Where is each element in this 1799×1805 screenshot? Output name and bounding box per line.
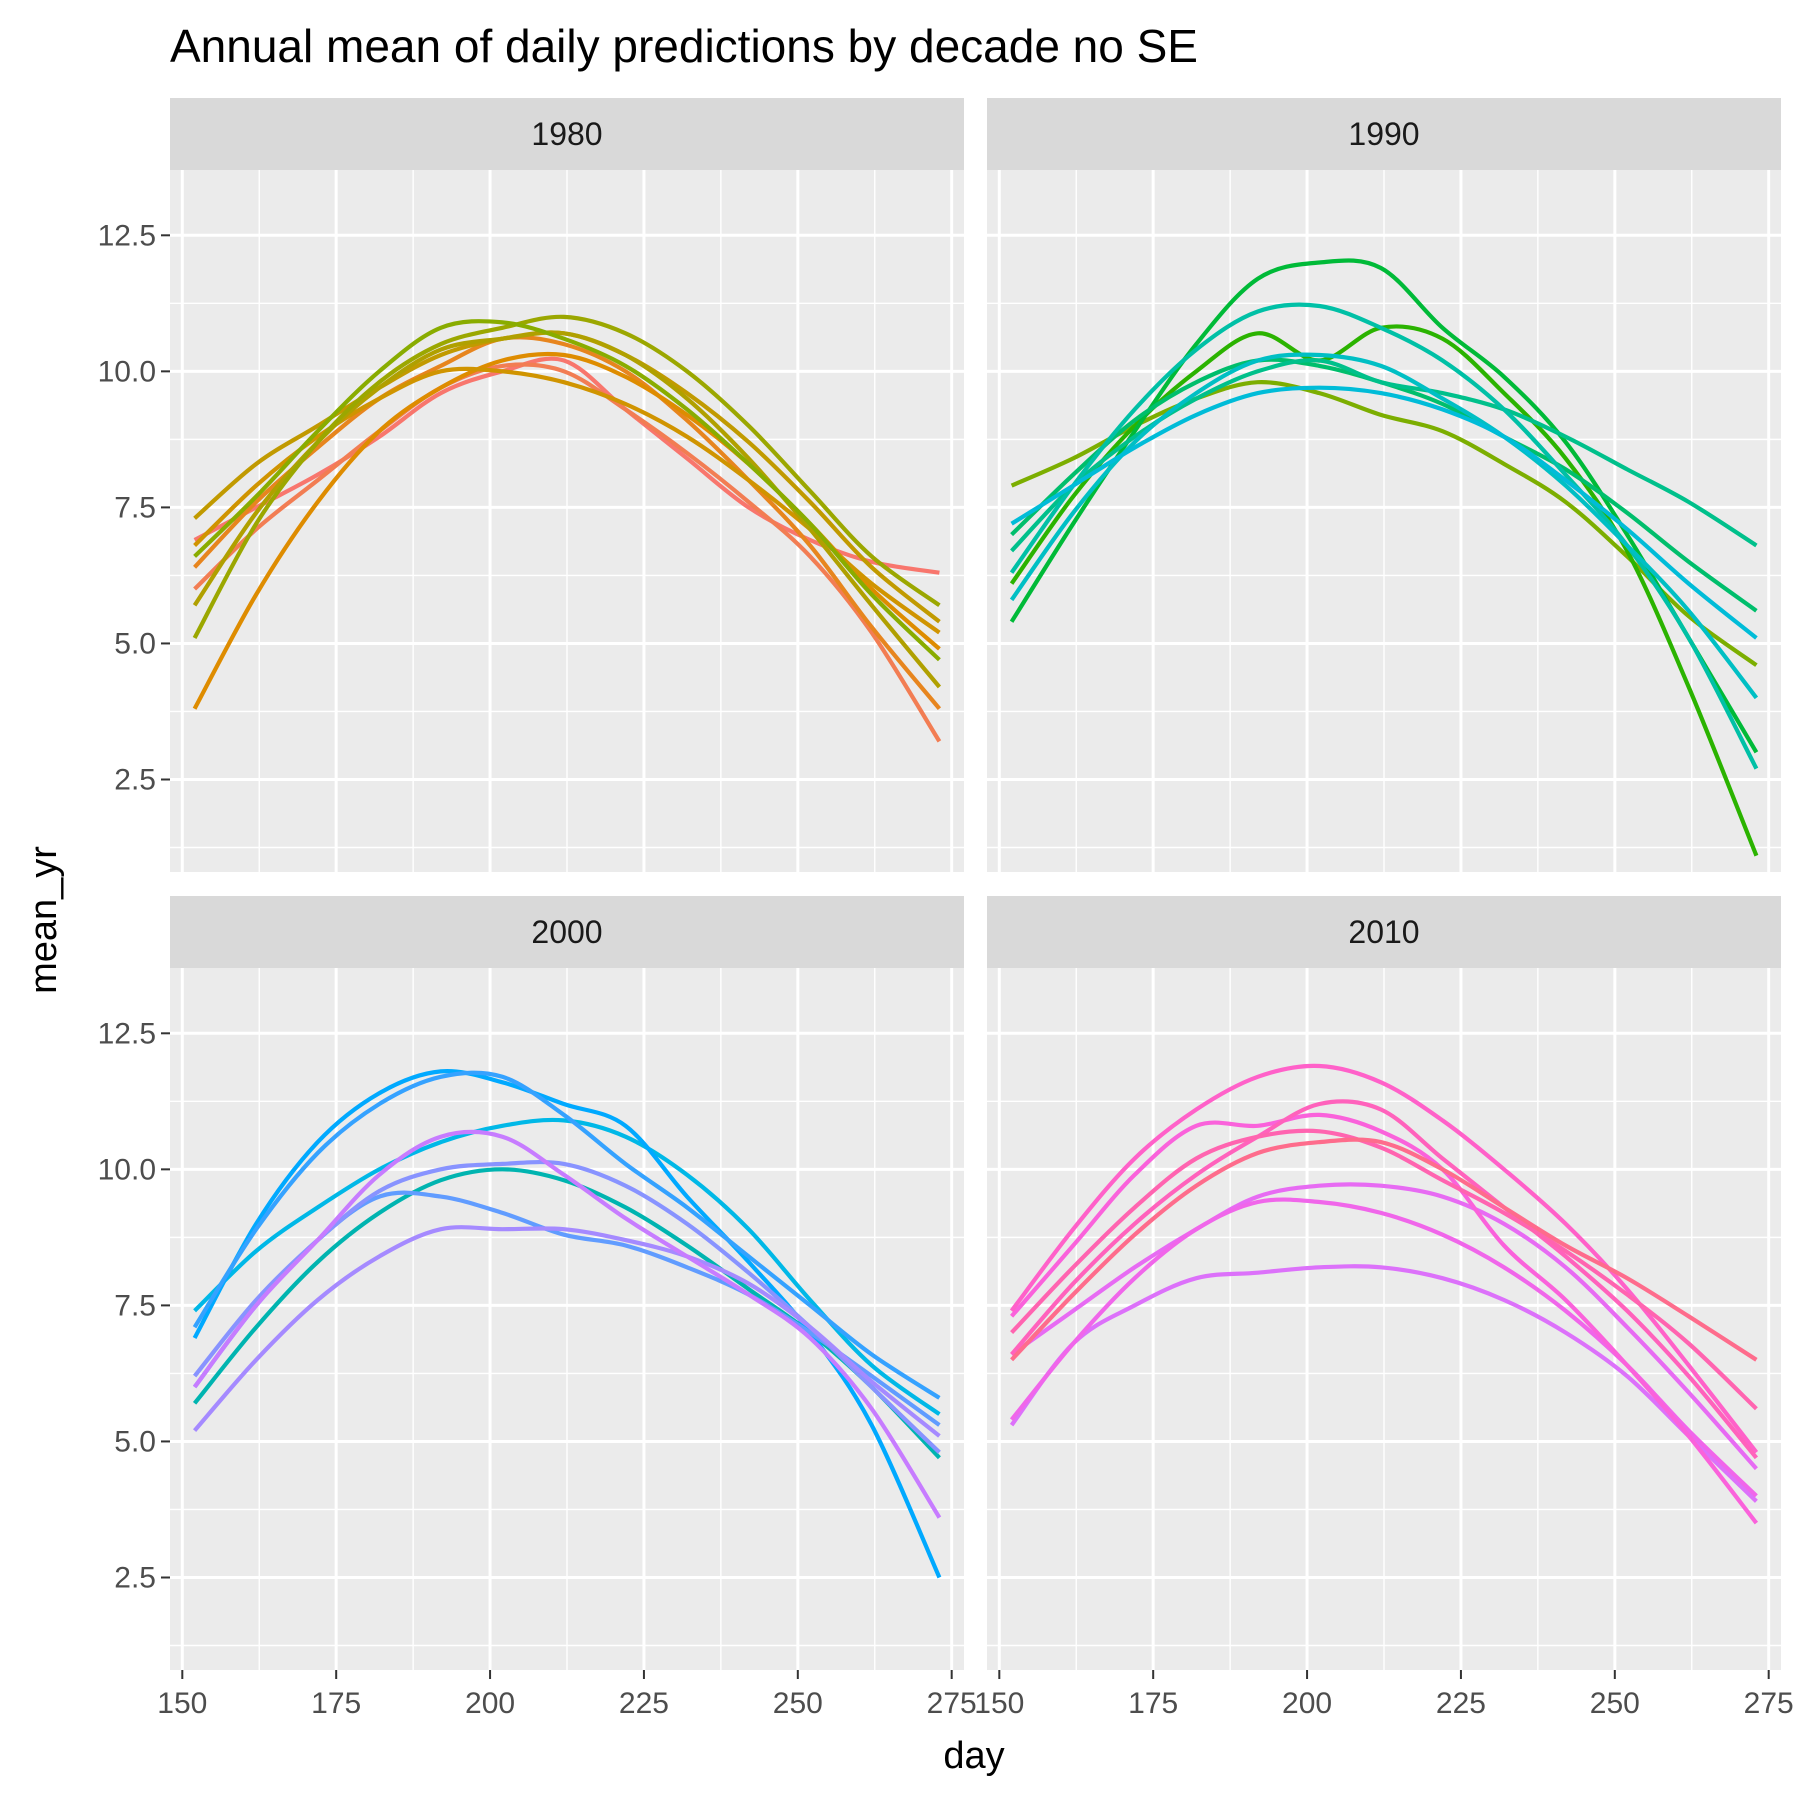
y-tick-label: 7.5 bbox=[114, 491, 156, 524]
facet-strip-label: 2000 bbox=[531, 914, 602, 950]
series-line-2000-7 bbox=[193, 1225, 941, 1438]
chart-title: Annual mean of daily predictions by deca… bbox=[170, 20, 1198, 72]
series-line-1980-2 bbox=[193, 362, 942, 743]
series-line-1990-2 bbox=[1009, 324, 1759, 857]
facet-strip-label: 1980 bbox=[531, 116, 602, 152]
x-tick-label: 150 bbox=[974, 1687, 1024, 1720]
series-line-1980-1 bbox=[193, 356, 940, 575]
series-line-1980-3 bbox=[193, 335, 942, 711]
x-tick-label: 225 bbox=[619, 1687, 669, 1720]
series-line-1990-8 bbox=[1010, 385, 1758, 640]
x-tick-label: 275 bbox=[927, 1687, 977, 1720]
y-axis-title: mean_yr bbox=[23, 846, 65, 994]
series-line-1990-5 bbox=[1010, 358, 1758, 553]
facet-strip bbox=[987, 98, 1781, 170]
y-tick-label: 10.0 bbox=[98, 1153, 156, 1186]
series-line-2000-4 bbox=[192, 1070, 941, 1400]
y-tick-label: 2.5 bbox=[114, 1561, 156, 1594]
facet-panel-1990: 1990 bbox=[987, 98, 1781, 872]
series-line-2010-2 bbox=[1010, 1182, 1758, 1471]
y-tick-label: 2.5 bbox=[114, 763, 156, 796]
series-line-1990-3 bbox=[1009, 258, 1759, 754]
y-tick-label: 5.0 bbox=[114, 627, 156, 660]
series-line-2010-7 bbox=[1010, 1128, 1758, 1411]
y-tick-label: 5.0 bbox=[114, 1425, 156, 1458]
series-line-2010-8 bbox=[1010, 1137, 1758, 1362]
x-tick-label: 250 bbox=[1590, 1687, 1640, 1720]
y-tick-label: 7.5 bbox=[114, 1289, 156, 1322]
y-tick-label: 12.5 bbox=[98, 1017, 156, 1050]
x-axis-title: day bbox=[943, 1735, 1004, 1777]
series-line-1990-7 bbox=[1009, 352, 1759, 700]
facet-strip bbox=[987, 896, 1781, 968]
x-tick-label: 275 bbox=[1744, 1687, 1794, 1720]
facet-strip-label: 1990 bbox=[1348, 116, 1419, 152]
facet-strip-label: 2010 bbox=[1348, 914, 1419, 950]
series-line-2010-4 bbox=[1010, 1112, 1759, 1525]
x-tick-label: 250 bbox=[773, 1687, 823, 1720]
series-line-2010-1 bbox=[1009, 1264, 1758, 1503]
series-line-1980-9 bbox=[193, 319, 941, 662]
facet-panel-2000: 2000 2.5 5.0 7.5 10.0 12.5 150 175 200 225 250 275 bbox=[98, 896, 977, 1720]
x-tick-label: 175 bbox=[1128, 1687, 1178, 1720]
facet-panel-2010: 2010 150 175 200 225 250 275 bbox=[974, 896, 1794, 1720]
facet-panel-1980: 1980 2.5 5.0 7.5 10.0 12.5 bbox=[98, 98, 964, 872]
panels-layer: 1980 2.5 5.0 7.5 10.0 12.5 1990 2000 2.5 5.0 7.5 10… bbox=[98, 98, 1794, 1720]
x-tick-label: 225 bbox=[1436, 1687, 1486, 1720]
series-line-2010-6 bbox=[1010, 1099, 1759, 1460]
y-tick-label: 12.5 bbox=[98, 219, 156, 252]
series-line-1980-8 bbox=[192, 314, 941, 640]
x-tick-label: 150 bbox=[157, 1687, 207, 1720]
facet-strip bbox=[170, 896, 964, 968]
facet-strip bbox=[170, 98, 964, 170]
y-tick-label: 10.0 bbox=[98, 355, 156, 388]
series-line-2000-8 bbox=[192, 1129, 942, 1519]
series-line-1990-6 bbox=[1009, 302, 1759, 770]
x-tick-label: 200 bbox=[465, 1687, 515, 1720]
series-line-2010-5 bbox=[1009, 1063, 1759, 1454]
x-tick-label: 175 bbox=[311, 1687, 361, 1720]
x-tick-label: 200 bbox=[1282, 1687, 1332, 1720]
